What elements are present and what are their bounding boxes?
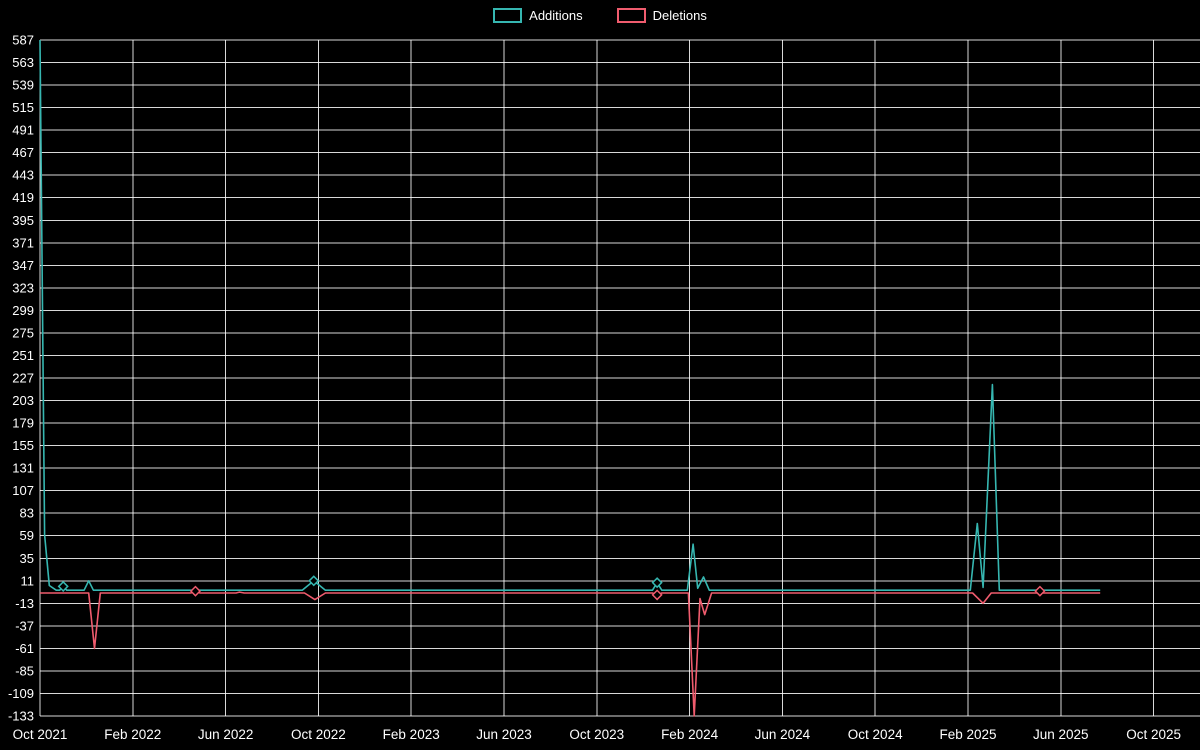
svg-text:35: 35 bbox=[20, 551, 34, 566]
svg-text:Oct 2023: Oct 2023 bbox=[569, 727, 624, 742]
svg-text:-61: -61 bbox=[15, 641, 34, 656]
y-axis-labels: 587 563 539 515 491 467 443 419 395 371 347 323 299 2… bbox=[8, 33, 34, 724]
svg-text:83: 83 bbox=[20, 506, 34, 521]
svg-text:179: 179 bbox=[12, 416, 34, 431]
svg-text:323: 323 bbox=[12, 280, 34, 295]
svg-text:563: 563 bbox=[12, 55, 34, 70]
legend-item-deletions[interactable]: Deletions bbox=[616, 8, 707, 23]
svg-text:Oct 2024: Oct 2024 bbox=[848, 727, 903, 742]
svg-text:251: 251 bbox=[12, 348, 34, 363]
svg-text:Oct 2025: Oct 2025 bbox=[1126, 727, 1181, 742]
svg-text:491: 491 bbox=[12, 123, 34, 138]
svg-text:587: 587 bbox=[12, 33, 34, 48]
svg-text:-13: -13 bbox=[15, 596, 34, 611]
legend-item-additions[interactable]: Additions bbox=[493, 8, 583, 23]
svg-text:131: 131 bbox=[12, 461, 34, 476]
svg-text:Jun 2022: Jun 2022 bbox=[198, 727, 254, 742]
svg-text:371: 371 bbox=[12, 235, 34, 250]
legend-label-additions: Additions bbox=[529, 8, 583, 23]
svg-text:Jun 2023: Jun 2023 bbox=[476, 727, 532, 742]
markers-additions bbox=[57, 575, 663, 592]
svg-text:59: 59 bbox=[20, 528, 34, 543]
series-additions bbox=[39, 39, 1101, 592]
svg-text:Oct 2021: Oct 2021 bbox=[13, 727, 68, 742]
svg-text:515: 515 bbox=[12, 100, 34, 115]
svg-text:395: 395 bbox=[12, 213, 34, 228]
svg-text:467: 467 bbox=[12, 145, 34, 160]
svg-text:Feb 2022: Feb 2022 bbox=[104, 727, 161, 742]
svg-text:107: 107 bbox=[12, 483, 34, 498]
svg-text:11: 11 bbox=[21, 573, 35, 588]
svg-text:-37: -37 bbox=[15, 618, 34, 633]
series-deletions bbox=[40, 590, 1101, 717]
grid-layer bbox=[39, 39, 1200, 717]
svg-text:Jun 2025: Jun 2025 bbox=[1033, 727, 1089, 742]
svg-text:Oct 2022: Oct 2022 bbox=[291, 727, 346, 742]
svg-text:227: 227 bbox=[12, 371, 34, 386]
svg-text:Feb 2025: Feb 2025 bbox=[939, 727, 996, 742]
chart-legend: Additions Deletions bbox=[0, 8, 1200, 23]
svg-text:203: 203 bbox=[12, 393, 34, 408]
svg-text:155: 155 bbox=[12, 438, 34, 453]
svg-text:347: 347 bbox=[12, 258, 34, 273]
legend-label-deletions: Deletions bbox=[652, 8, 707, 23]
svg-text:443: 443 bbox=[12, 168, 34, 183]
svg-text:419: 419 bbox=[12, 190, 34, 205]
svg-text:-109: -109 bbox=[8, 686, 34, 701]
markers-deletions bbox=[189, 585, 1046, 601]
additions-color-swatch-icon bbox=[493, 8, 523, 23]
svg-text:Feb 2024: Feb 2024 bbox=[661, 727, 719, 742]
svg-text:539: 539 bbox=[12, 78, 34, 93]
svg-text:-85: -85 bbox=[15, 663, 34, 678]
svg-text:275: 275 bbox=[12, 325, 34, 340]
svg-text:Jun 2024: Jun 2024 bbox=[755, 727, 811, 742]
deletions-color-swatch-icon bbox=[616, 8, 646, 23]
svg-text:Feb 2023: Feb 2023 bbox=[383, 727, 440, 742]
svg-text:-133: -133 bbox=[8, 709, 34, 724]
x-axis-labels: Oct 2021 Feb 2022 Jun 2022 Oct 2022 Feb 2023… bbox=[13, 727, 1181, 742]
svg-text:299: 299 bbox=[12, 303, 34, 318]
